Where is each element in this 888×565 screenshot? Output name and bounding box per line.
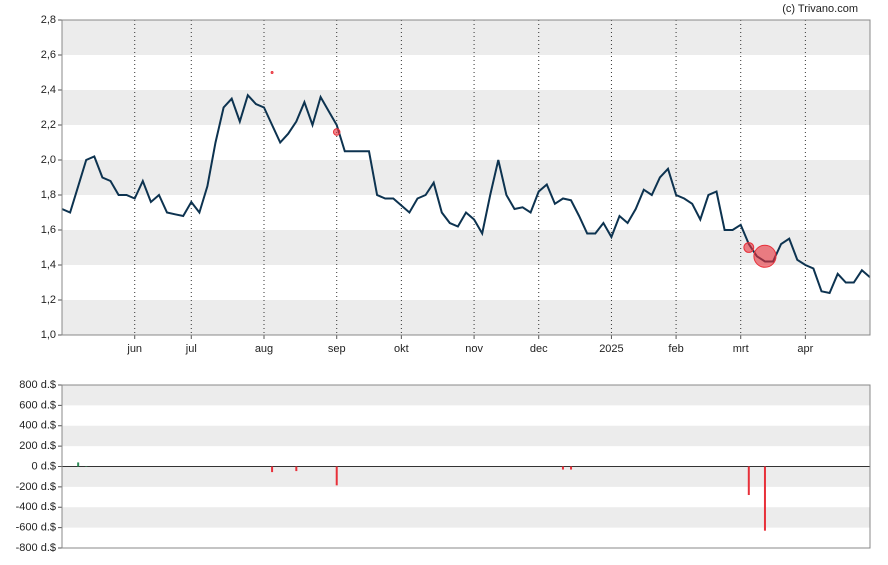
y-tick-label: 400 d.$ xyxy=(19,420,56,432)
x-tick-label: jul xyxy=(185,343,197,355)
x-tick-label: sep xyxy=(328,343,346,355)
y-tick-label: 200 d.$ xyxy=(19,440,56,452)
x-tick-label: feb xyxy=(668,343,683,355)
grid-band xyxy=(62,230,870,265)
y-tick-label: -800 d.$ xyxy=(16,542,56,554)
y-tick-label: -200 d.$ xyxy=(16,481,56,493)
trade-bar xyxy=(77,462,80,467)
price-line xyxy=(61,93,871,295)
y-tick-label: 800 d.$ xyxy=(19,379,56,391)
grid-band xyxy=(62,90,870,125)
source-credit: (c) Trivano.com xyxy=(782,3,858,15)
grid-band xyxy=(62,300,870,335)
x-tick-label: 2025 xyxy=(599,343,623,355)
trade-bubble xyxy=(743,242,755,253)
grid-band xyxy=(62,425,870,447)
y-tick-label: -400 d.$ xyxy=(16,501,56,513)
trade-bar xyxy=(335,466,338,486)
x-tick-label: nov xyxy=(465,343,483,355)
trade-bar xyxy=(747,466,750,496)
y-tick-label: 0 d.$ xyxy=(32,460,56,472)
trade-bar xyxy=(295,466,298,472)
trade-bar xyxy=(763,466,766,531)
trade-bubble xyxy=(753,244,777,268)
grid-band xyxy=(62,507,870,528)
trade-bubble xyxy=(270,71,274,74)
y-tick-label: 2,6 xyxy=(41,49,56,61)
y-tick-label: 2,0 xyxy=(41,154,56,166)
y-tick-label: -600 d.$ xyxy=(16,522,56,534)
x-tick-label: okt xyxy=(394,343,409,355)
x-tick-label: apr xyxy=(797,343,813,355)
grid-band xyxy=(62,466,870,487)
trade-bar xyxy=(561,466,564,470)
y-tick-label: 1,0 xyxy=(41,329,56,341)
grid-band xyxy=(62,160,870,195)
plot-frame xyxy=(61,19,871,336)
trade-bar xyxy=(271,466,274,473)
x-tick-label: aug xyxy=(255,343,273,355)
y-tick-label: 600 d.$ xyxy=(19,399,56,411)
x-tick-label: mrt xyxy=(733,343,749,355)
grid-band xyxy=(62,385,870,406)
x-tick-label: jun xyxy=(126,343,142,355)
y-tick-label: 1,2 xyxy=(41,294,56,306)
y-tick-label: 1,4 xyxy=(41,259,56,271)
plot-frame xyxy=(61,384,871,549)
y-tick-label: 1,6 xyxy=(41,224,56,236)
y-tick-label: 1,8 xyxy=(41,189,56,201)
y-tick-label: 2,4 xyxy=(41,84,56,96)
y-tick-label: 2,8 xyxy=(41,14,56,26)
x-tick-label: dec xyxy=(530,343,548,355)
y-tick-label: 2,2 xyxy=(41,119,56,131)
grid-band xyxy=(62,20,870,55)
trade-bar xyxy=(570,466,573,470)
trade-bar xyxy=(85,465,88,467)
trade-bubble xyxy=(332,128,341,136)
